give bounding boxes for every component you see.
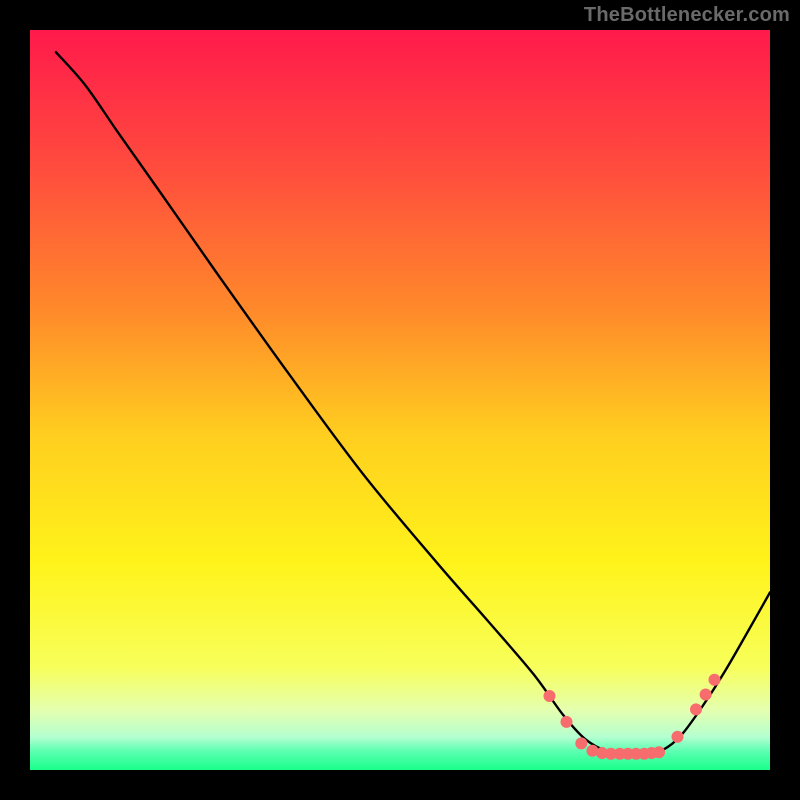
data-marker xyxy=(543,690,555,702)
plot-background xyxy=(30,30,770,770)
attribution-text: TheBottlenecker.com xyxy=(584,4,790,27)
data-marker xyxy=(561,716,573,728)
bottleneck-curve-chart xyxy=(0,0,800,800)
data-marker xyxy=(709,674,721,686)
data-marker xyxy=(700,689,712,701)
chart-stage: TheBottlenecker.com xyxy=(0,0,800,800)
data-marker xyxy=(672,731,684,743)
data-marker xyxy=(575,737,587,749)
data-marker xyxy=(690,703,702,715)
data-marker xyxy=(653,746,665,758)
